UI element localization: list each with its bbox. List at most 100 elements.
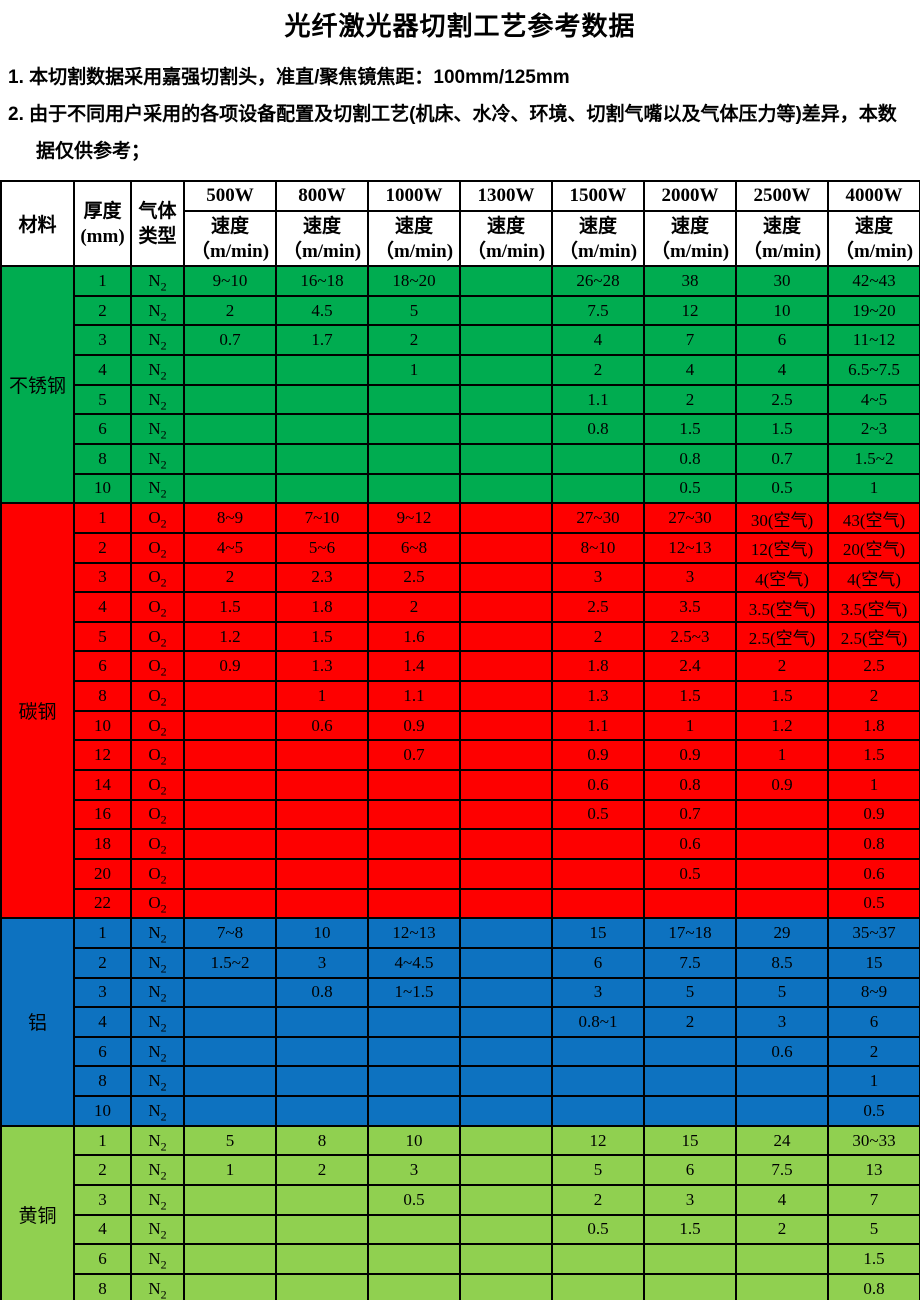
thickness-unit: (mm) bbox=[80, 225, 125, 247]
speed-cell: 3.5 bbox=[643, 591, 737, 623]
thickness-cell: 1 bbox=[73, 917, 132, 949]
thickness-cell: 1 bbox=[73, 502, 132, 534]
speed-cell bbox=[183, 709, 277, 742]
speed-cell bbox=[735, 798, 829, 831]
speed-cell bbox=[367, 769, 461, 801]
table-row: 3 N2 0.8 1~1.5 3 5 5 8~9 bbox=[1, 976, 920, 1009]
speed-cell: 0.8 bbox=[827, 1272, 920, 1300]
gas-type-cell: O2 bbox=[130, 739, 185, 772]
thickness-cell: 10 bbox=[73, 472, 132, 505]
speed-cell: 11~12 bbox=[827, 324, 920, 357]
thickness-cell: 1 bbox=[73, 1124, 132, 1157]
table-row: 4 N2 0.5 1.5 2 5 bbox=[1, 1213, 920, 1246]
speed-cell: 19~20 bbox=[827, 294, 920, 327]
table-row: 12 O2 0.7 0.9 0.9 1 1.5 bbox=[1, 739, 920, 772]
speed-cell: 1 bbox=[827, 1065, 920, 1098]
speed-cell: 0.6 bbox=[275, 709, 369, 742]
speed-cell: 7~10 bbox=[275, 502, 369, 534]
speed-cell: 12~13 bbox=[367, 917, 461, 949]
speed-cell: 0.5 bbox=[827, 887, 920, 920]
thickness-cell: 22 bbox=[73, 887, 132, 920]
speed-cell: 4 bbox=[643, 354, 737, 386]
speed-cell: 1.5 bbox=[827, 739, 920, 772]
speed-cell: 1.5 bbox=[735, 413, 829, 445]
page-title: 光纤激光器切割工艺参考数据 bbox=[284, 11, 636, 41]
speed-cell: 2 bbox=[551, 354, 645, 386]
speed-cell: 0.8 bbox=[275, 976, 369, 1009]
speed-cell bbox=[459, 1184, 553, 1216]
speed-unit: （m/min) bbox=[742, 240, 822, 262]
speed-cell: 1.5 bbox=[643, 680, 737, 712]
gas-type-cell: N2 bbox=[130, 413, 185, 445]
speed-cell: 12~13 bbox=[643, 531, 737, 564]
speed-cell bbox=[367, 1095, 461, 1127]
speed-cell: 3 bbox=[735, 1006, 829, 1038]
thickness-cell: 20 bbox=[73, 857, 132, 890]
speed-cell bbox=[551, 1065, 645, 1098]
speed-cell: 12 bbox=[551, 1124, 645, 1157]
speed-cell: 1.1 bbox=[551, 709, 645, 742]
speed-cell bbox=[551, 1095, 645, 1127]
speed-cell bbox=[459, 1243, 553, 1275]
speed-cell bbox=[183, 769, 277, 801]
speed-cell: 2.5(空气) bbox=[827, 620, 920, 653]
thickness-cell: 2 bbox=[73, 531, 132, 564]
speed-cell bbox=[367, 1213, 461, 1246]
speed-cell: 4(空气) bbox=[827, 561, 920, 594]
column-header-power-2500w: 2500W bbox=[735, 180, 829, 213]
speed-unit: （m/min) bbox=[190, 240, 270, 262]
speed-cell bbox=[459, 1035, 553, 1068]
material-label: 铝 bbox=[0, 917, 75, 1127]
speed-cell bbox=[367, 857, 461, 890]
speed-label: 速度 bbox=[210, 215, 249, 237]
speed-cell: 15 bbox=[643, 1124, 737, 1157]
speed-cell bbox=[183, 798, 277, 831]
gas-type-cell: N2 bbox=[130, 1184, 185, 1216]
table-row: 10 N2 0.5 0.5 1 bbox=[1, 472, 920, 505]
speed-cell bbox=[367, 828, 461, 860]
thickness-label: 厚度 bbox=[83, 200, 122, 222]
speed-cell: 2 bbox=[735, 1213, 829, 1246]
speed-label: 速度 bbox=[670, 215, 709, 237]
speed-cell bbox=[275, 1272, 369, 1300]
thickness-cell: 4 bbox=[73, 591, 132, 623]
speed-cell: 2 bbox=[551, 1184, 645, 1216]
speed-cell: 1 bbox=[275, 680, 369, 712]
speed-cell bbox=[459, 1006, 553, 1038]
speed-unit: （m/min) bbox=[282, 240, 362, 262]
thickness-cell: 3 bbox=[73, 976, 132, 1009]
speed-cell bbox=[459, 354, 553, 386]
table-row: 4 O2 1.5 1.8 2 2.5 3.5 3.5(空气) 3.5(空气) bbox=[1, 591, 920, 623]
speed-cell: 7.5 bbox=[643, 946, 737, 979]
thickness-cell: 8 bbox=[73, 1272, 132, 1300]
speed-cell bbox=[735, 887, 829, 920]
speed-cell: 1 bbox=[827, 769, 920, 801]
speed-cell bbox=[183, 976, 277, 1009]
speed-cell: 2.4 bbox=[643, 650, 737, 683]
speed-cell: 3 bbox=[643, 1184, 737, 1216]
speed-cell: 0.9 bbox=[827, 798, 920, 831]
speed-cell: 0.5 bbox=[643, 472, 737, 505]
speed-cell: 6 bbox=[735, 324, 829, 357]
gas-type-cell: N2 bbox=[130, 354, 185, 386]
speed-cell: 2 bbox=[183, 561, 277, 594]
table-row: 6 N2 1.5 bbox=[1, 1243, 920, 1275]
thickness-cell: 6 bbox=[73, 1035, 132, 1068]
speed-cell: 2.5(空气) bbox=[735, 620, 829, 653]
speed-cell bbox=[183, 1065, 277, 1098]
thickness-cell: 6 bbox=[73, 650, 132, 683]
speed-cell: 0.5 bbox=[735, 472, 829, 505]
speed-cell: 1.8 bbox=[551, 650, 645, 683]
gas-type-cell: N2 bbox=[130, 324, 185, 357]
speed-cell: 29 bbox=[735, 917, 829, 949]
speed-cell bbox=[643, 1035, 737, 1068]
gas-type-cell: O2 bbox=[130, 769, 185, 801]
speed-cell: 10 bbox=[275, 917, 369, 949]
speed-header-row: 速度 （m/min) 速度 （m/min) 速度 （m/min) 速度 （m/min) 速度 （m… bbox=[1, 210, 920, 268]
gas-type-cell: O2 bbox=[130, 561, 185, 594]
speed-cell bbox=[459, 798, 553, 831]
speed-cell: 3 bbox=[643, 561, 737, 594]
speed-cell bbox=[183, 472, 277, 505]
speed-cell: 30 bbox=[735, 265, 829, 297]
speed-cell: 26~28 bbox=[551, 265, 645, 297]
